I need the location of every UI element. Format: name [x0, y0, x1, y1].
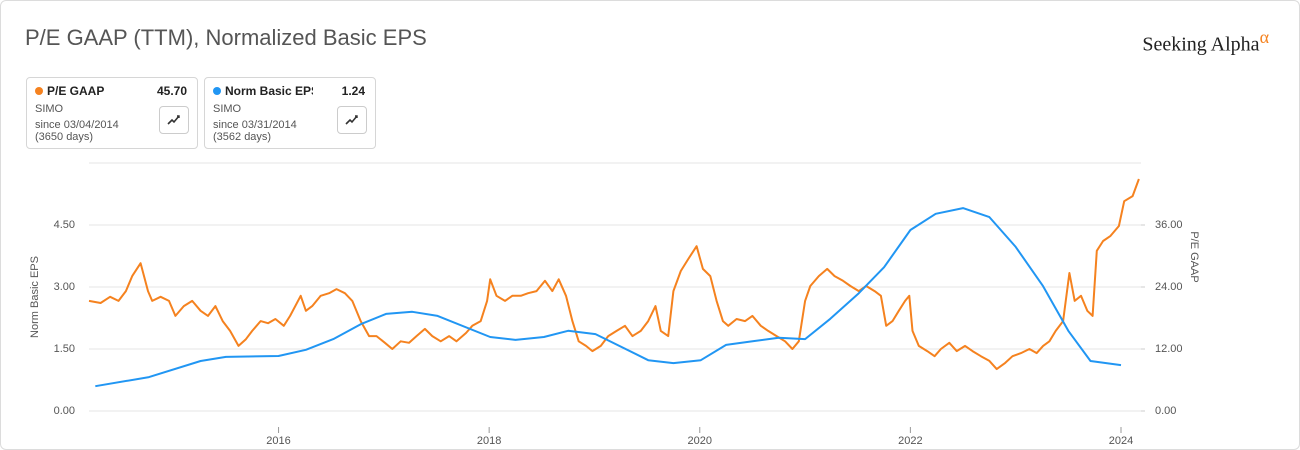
- legend-card: Norm Basic EPS 1.24 SIMO since 03/31/2014 (3…: [204, 77, 376, 149]
- y-tick-label: 3.00: [54, 281, 75, 293]
- x-tick-label: 2020: [688, 435, 712, 447]
- button-icon: [345, 115, 358, 125]
- legend-card: P/E GAAP 45.70 SIMO since 03/04/2014 (3650 d…: [26, 77, 198, 149]
- y2-tick-label: 12.00: [1155, 343, 1183, 355]
- y2-axis-label: P/E GAAP: [1188, 231, 1200, 282]
- brand: Seeking Alphaα: [1142, 27, 1269, 57]
- y-tick-label: 4.50: [54, 219, 75, 231]
- y-tick-label: 0.00: [54, 405, 75, 417]
- latest-value: 1.24: [341, 84, 365, 98]
- ticker: SIMO: [35, 103, 64, 115]
- y2-tick-label: 24.00: [1155, 281, 1183, 293]
- chart-type-button[interactable]: [159, 106, 189, 134]
- chart-type-button[interactable]: [337, 106, 367, 134]
- series-line: [95, 207, 1122, 388]
- x-tick-label: 2016: [266, 435, 290, 447]
- y2-tick-label: 36.00: [1155, 219, 1183, 231]
- x-tick-label: 2022: [898, 435, 922, 447]
- legend-name: Norm Basic EPS: [225, 84, 313, 98]
- series-line: [88, 178, 1140, 371]
- since-date: since 03/31/2014: [213, 119, 297, 131]
- brand-mark: α: [1259, 27, 1269, 47]
- legend-swatch: [213, 87, 221, 95]
- x-tick-label: 2018: [477, 435, 501, 447]
- y2-tick-label: 0.00: [1155, 405, 1176, 417]
- button-icon: [167, 115, 180, 125]
- legend-name: P/E GAAP: [47, 84, 105, 98]
- y-axis-label: Norm Basic EPS: [29, 256, 41, 338]
- y-tick-label: 1.50: [54, 343, 75, 355]
- x-tick-label: 2024: [1109, 435, 1133, 447]
- legend-swatch: [35, 87, 43, 95]
- brand-name: Seeking Alpha: [1142, 33, 1260, 56]
- since-date: since 03/04/2014: [35, 119, 119, 131]
- days-count: (3562 days): [213, 131, 272, 143]
- days-count: (3650 days): [35, 131, 94, 143]
- ticker: SIMO: [213, 103, 242, 115]
- chart-title: P/E GAAP (TTM), Normalized Basic EPS: [25, 25, 427, 50]
- latest-value: 45.70: [156, 84, 187, 98]
